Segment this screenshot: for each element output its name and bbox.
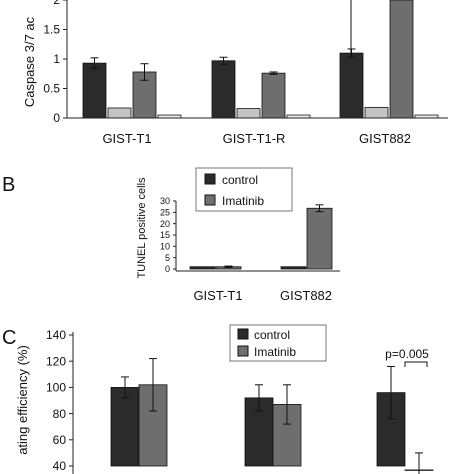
y-tick-label: 0 (53, 111, 60, 125)
panel-c-y-ticks: 40 60 80 100 120 140 (46, 328, 73, 473)
panel-c-legend-swatch-imatinib (237, 345, 249, 357)
panel-b-bars (189, 207, 333, 270)
y-tick-label: 2 (53, 0, 60, 7)
panel-c-legend-label-imatinib: Imatinib (254, 345, 296, 359)
panel-c-pvalue-annotation: p=0.005 (385, 347, 429, 361)
y-tick-label: 140 (46, 328, 66, 342)
panel-c-bars (110, 384, 434, 471)
panel-c-legend-label-control: control (254, 328, 290, 342)
bar (306, 207, 333, 270)
y-tick-label: 5 (165, 253, 170, 263)
panel-b-letter: B (2, 174, 15, 196)
panel-a-xtick-2: GIST882 (359, 131, 411, 146)
bar (364, 106, 389, 119)
y-tick-label: 60 (53, 433, 67, 447)
panel-b-legend-label-imatinib: Imatinib (222, 194, 264, 208)
panel-c-chart: C ating efficiency (%) 40 60 80 100 120 140 c… (2, 324, 434, 474)
bar (189, 266, 216, 270)
bar (389, 0, 414, 119)
y-tick-label: 25 (160, 207, 170, 217)
y-tick-label: 1 (53, 52, 60, 66)
y-tick-label: 20 (160, 219, 170, 229)
y-tick-label: 120 (46, 354, 66, 368)
panel-b-legend: control Imatinib (195, 167, 293, 212)
bar (110, 386, 140, 467)
y-tick-label: 15 (160, 230, 170, 240)
panel-b-legend-label-control: control (222, 173, 258, 187)
y-tick-label: 1.5 (43, 23, 60, 37)
bar (261, 72, 286, 119)
bar (107, 107, 132, 119)
panel-a-error-bars (90, 0, 356, 81)
bar (82, 62, 107, 119)
y-tick-label: 30 (160, 196, 170, 206)
panel-a-xtick-1: GIST-T1-R (223, 131, 286, 146)
panel-b-ylabel: TUNEL positive cells (136, 177, 148, 279)
panel-a-y-ticks: 0 0.5 1 1.5 2 (43, 0, 67, 125)
y-tick-label: 10 (160, 241, 170, 251)
panel-a-xtick-0: GIST-T1 (102, 131, 151, 146)
panel-b-xtick-0: GIST-T1 (193, 288, 242, 303)
bar (339, 52, 364, 119)
panel-a-ylabel: Caspase 3/7 ac (22, 16, 37, 107)
panel-a-chart: Caspase 3/7 ac 0 0.5 1 1.5 2 GIST-T1 GIST-T1… (22, 0, 448, 146)
y-tick-label: 0.5 (43, 82, 60, 96)
panel-b-xtick-1: GIST882 (280, 288, 332, 303)
panel-c-letter: C (2, 327, 16, 349)
y-tick-label: 100 (46, 381, 66, 395)
panel-c-ylabel: ating efficiency (%) (15, 345, 30, 455)
panel-c-significance-bracket (404, 361, 428, 367)
bar (236, 108, 261, 119)
y-tick-label: 0 (165, 264, 170, 274)
bar (211, 60, 236, 119)
panel-b-error-bars (224, 204, 324, 268)
panel-a-bars (82, 0, 439, 119)
y-tick-label: 40 (53, 459, 67, 473)
y-tick-label: 80 (53, 407, 67, 421)
panel-b-legend-swatch-control (204, 173, 216, 185)
panel-c-legend: control Imatinib (229, 324, 327, 362)
bar (280, 266, 307, 270)
panel-c-legend-swatch-control (237, 328, 249, 340)
panel-b-legend-swatch-imatinib (204, 194, 216, 206)
panel-c-error-bars (121, 358, 423, 474)
